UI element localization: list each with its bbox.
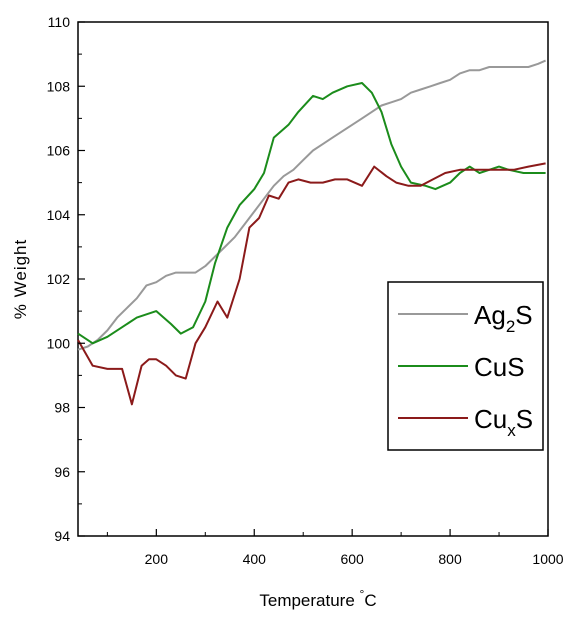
y-tick-label: 102 xyxy=(47,271,71,287)
legend-label-cus: CuS xyxy=(474,352,525,382)
y-axis-title: % Weight xyxy=(11,239,30,319)
y-tick-label: 108 xyxy=(47,78,71,94)
y-tick-label: 100 xyxy=(47,335,71,351)
x-tick-label: 200 xyxy=(145,551,169,567)
y-tick-label: 106 xyxy=(47,143,71,159)
plot-frame xyxy=(77,21,549,537)
y-tick-label: 98 xyxy=(54,400,70,416)
x-axis-title: Temperature °C xyxy=(259,587,376,610)
y-tick-label: 110 xyxy=(48,14,71,30)
x-tick-label: 1000 xyxy=(532,551,563,567)
legend-label-cuxs: CuxS xyxy=(474,404,533,440)
series-line-cuxs xyxy=(77,162,546,406)
x-tick-label: 800 xyxy=(438,551,462,567)
y-tick-label: 94 xyxy=(54,528,70,544)
y-tick-label: 104 xyxy=(47,207,71,223)
series-line-ag2s xyxy=(77,59,546,351)
x-tick-label: 600 xyxy=(340,551,364,567)
x-tick-label: 400 xyxy=(243,551,267,567)
y-tick-label: 96 xyxy=(54,464,70,480)
legend-label-ag2s: Ag2S xyxy=(474,300,533,336)
